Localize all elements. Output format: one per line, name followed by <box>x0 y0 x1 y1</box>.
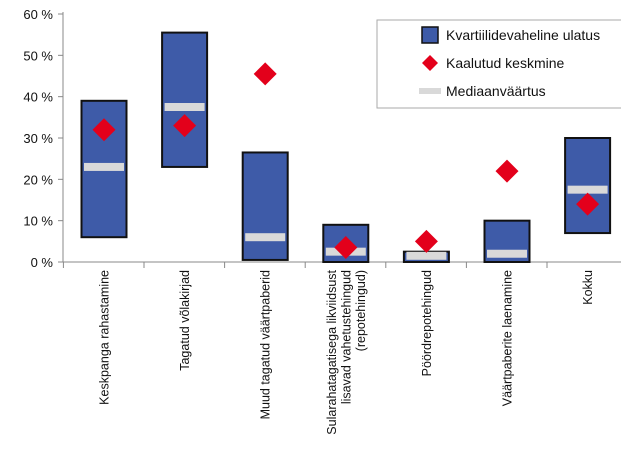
y-tick-label: 60 % <box>23 7 53 22</box>
y-tick-label: 20 % <box>23 172 53 187</box>
legend-median-swatch <box>419 88 441 94</box>
y-tick-label: 50 % <box>23 48 53 63</box>
category-group <box>161 31 209 168</box>
x-category-label: Kokku <box>581 270 595 305</box>
category-group <box>80 99 128 239</box>
x-axis: Keskpanga rahastamine Tagatud võlakirjad M… <box>62 261 621 435</box>
category-group <box>483 159 531 264</box>
y-tick-label: 10 % <box>23 214 53 229</box>
y-tick-label: 0 % <box>31 255 54 270</box>
x-category-label-line: Muud tagatud väärtpaberid <box>259 270 273 419</box>
category-group <box>322 223 370 264</box>
x-category-label: Pöördrepotehingud <box>420 270 434 376</box>
category-group <box>402 229 450 264</box>
mean-marker <box>173 114 197 138</box>
iqr-box <box>241 151 289 261</box>
x-category-label-line: lisavad vahetustehingud <box>339 270 353 404</box>
y-tick-label: 40 % <box>23 90 53 105</box>
legend-label: Kaalutud keskmine <box>446 55 565 71</box>
plot-area <box>80 31 612 264</box>
mean-marker <box>576 192 600 216</box>
median-marker <box>84 162 124 171</box>
x-category-label: Muud tagatud väärtpaberid <box>259 270 273 419</box>
category-group <box>241 62 289 261</box>
median-marker <box>406 251 447 260</box>
mean-marker <box>253 62 277 86</box>
x-category-label: Sularahatagatisega likviidsust lisavad va… <box>325 269 368 434</box>
legend-label: Mediaanväärtus <box>446 83 546 99</box>
y-axis: 0 % 10 % 20 % 30 % 40 % 50 % 60 % <box>23 7 64 270</box>
x-category-label: Tagatud võlakirjad <box>178 270 192 371</box>
x-category-label-line: Sularahatagatisega likviidsust <box>325 269 339 434</box>
mean-marker <box>92 118 116 142</box>
x-category-label: Keskpanga rahastamine <box>98 270 112 405</box>
median-marker <box>164 103 205 111</box>
legend-range-swatch <box>421 26 439 44</box>
x-category-label-line: Kokku <box>581 270 595 305</box>
category-group <box>564 137 612 235</box>
mean-marker <box>495 159 519 183</box>
legend: Kvartiilidevaheline ulatus Kaalutud keskm… <box>376 19 621 109</box>
x-category-label-line: Pöördrepotehingud <box>420 270 434 376</box>
legend-box <box>376 19 621 109</box>
x-category-label-line: (repotehingud) <box>354 270 368 351</box>
median-marker <box>567 185 608 194</box>
legend-mean-swatch <box>422 55 438 71</box>
mean-marker <box>334 236 358 260</box>
mean-marker <box>414 229 438 253</box>
x-category-label-line: Tagatud võlakirjad <box>178 270 192 371</box>
iqr-box <box>564 137 612 235</box>
x-category-label: Väärtpaberite laenamine <box>501 270 515 406</box>
x-category-label-line: Väärtpaberite laenamine <box>501 270 515 406</box>
median-marker <box>245 233 286 242</box>
median-marker <box>487 249 527 258</box>
y-tick-label: 30 % <box>23 131 53 146</box>
x-category-label-line: Keskpanga rahastamine <box>98 270 112 405</box>
legend-label: Kvartiilidevaheline ulatus <box>446 27 600 43</box>
iqr-box <box>161 31 209 168</box>
